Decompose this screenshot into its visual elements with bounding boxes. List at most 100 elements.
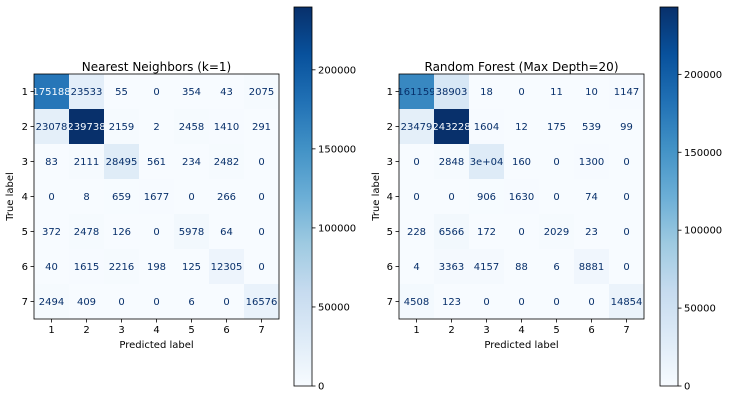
cell-value-label: 0 bbox=[258, 157, 264, 168]
heatmap-cell bbox=[504, 109, 539, 144]
cell-value-label: 1147 bbox=[614, 87, 639, 98]
cell-value-label: 6 bbox=[553, 262, 559, 273]
heatmap-cell bbox=[434, 214, 469, 249]
heatmap-cell bbox=[69, 214, 104, 249]
heatmap-cell bbox=[539, 144, 574, 179]
cell-value-label: 906 bbox=[477, 192, 496, 203]
heatmap-cell bbox=[209, 249, 244, 284]
x-tick-label: 7 bbox=[258, 325, 264, 336]
cell-value-label: 123 bbox=[442, 297, 461, 308]
cell-value-label: 6566 bbox=[439, 227, 464, 238]
heatmap-cell bbox=[469, 214, 504, 249]
heatmap-cell bbox=[174, 109, 209, 144]
heatmap-cell bbox=[399, 179, 434, 214]
cell-value-label: 0 bbox=[153, 87, 159, 98]
heatmap-cell bbox=[504, 179, 539, 214]
heatmap-cell bbox=[209, 214, 244, 249]
x-tick-label: 3 bbox=[118, 325, 124, 336]
heatmap-cell bbox=[504, 249, 539, 284]
heatmap-cell bbox=[174, 214, 209, 249]
x-tick-label: 2 bbox=[448, 325, 454, 336]
cell-value-label: 2482 bbox=[214, 157, 239, 168]
heatmap-cell bbox=[434, 249, 469, 284]
cell-value-label: 28495 bbox=[106, 157, 138, 168]
x-axis-label: Predicted label bbox=[119, 340, 193, 351]
heatmap-cell bbox=[244, 74, 279, 109]
cell-value-label: 16576 bbox=[246, 297, 278, 308]
y-axis-label: True label bbox=[371, 172, 382, 222]
cell-value-label: 266 bbox=[217, 192, 236, 203]
y-tick-label: 7 bbox=[22, 297, 28, 308]
cell-value-label: 228 bbox=[407, 227, 426, 238]
cell-value-label: 12305 bbox=[211, 262, 243, 273]
colorbar-tick-label: 0 bbox=[318, 382, 324, 393]
cell-value-label: 0 bbox=[48, 192, 54, 203]
heatmap-cell bbox=[469, 179, 504, 214]
cell-value-label: 0 bbox=[553, 192, 559, 203]
colorbar-tick-label: 0 bbox=[684, 382, 690, 393]
cell-value-label: 1615 bbox=[74, 262, 99, 273]
cell-value-label: 12 bbox=[515, 122, 528, 133]
colorbar-tick-label: 200000 bbox=[318, 65, 356, 76]
colorbar-tick-label: 50000 bbox=[684, 304, 716, 315]
heatmap-cell bbox=[244, 284, 279, 319]
heatmap-cell bbox=[244, 144, 279, 179]
panel-knn: Nearest Neighbors (k=1) 175188 23533 55 0 35… bbox=[5, 6, 356, 393]
cell-value-label: 8 bbox=[83, 192, 89, 203]
heatmap-cell bbox=[174, 144, 209, 179]
heatmap-cell bbox=[174, 179, 209, 214]
heatmap-cell bbox=[609, 109, 644, 144]
cell-value-label: 10 bbox=[585, 87, 598, 98]
cell-value-label: 23533 bbox=[71, 87, 103, 98]
heatmap-cell bbox=[469, 109, 504, 144]
heatmap-cell bbox=[539, 214, 574, 249]
heatmap-cell bbox=[104, 179, 139, 214]
cell-value-label: 291 bbox=[252, 122, 271, 133]
heatmap-cell bbox=[469, 144, 504, 179]
x-ticks: 1 2 3 4 5 6 7 bbox=[48, 319, 265, 336]
cell-value-label: 5978 bbox=[179, 227, 204, 238]
panel-title: Random Forest (Max Depth=20) bbox=[425, 60, 619, 74]
cell-value-label: 2029 bbox=[544, 227, 569, 238]
heatmap-cell bbox=[209, 284, 244, 319]
heatmap-cell bbox=[399, 74, 434, 109]
y-tick-label: 5 bbox=[387, 227, 393, 238]
heatmap-cell bbox=[434, 284, 469, 319]
cell-value-label: 539 bbox=[582, 122, 601, 133]
heatmap-cell bbox=[244, 109, 279, 144]
cell-value-label: 1677 bbox=[144, 192, 169, 203]
cell-value-label: 1300 bbox=[579, 157, 604, 168]
heatmap-cell bbox=[469, 74, 504, 109]
y-tick-label: 4 bbox=[22, 192, 28, 203]
cell-value-label: 23078 bbox=[36, 122, 68, 133]
cell-value-label: 64 bbox=[220, 227, 233, 238]
x-tick-label: 5 bbox=[188, 325, 194, 336]
colorbar-tick-label: 100000 bbox=[318, 223, 356, 234]
heatmap-cell bbox=[399, 249, 434, 284]
heatmap-cell bbox=[139, 144, 174, 179]
colorbar bbox=[659, 6, 679, 387]
panel-title: Nearest Neighbors (k=1) bbox=[82, 60, 231, 74]
heatmap-cell bbox=[209, 109, 244, 144]
y-tick-label: 3 bbox=[22, 157, 28, 168]
heatmap-cell bbox=[504, 284, 539, 319]
cell-value-label: 3363 bbox=[439, 262, 464, 273]
y-ticks: 1 2 3 4 5 6 7 bbox=[387, 87, 399, 308]
heatmap-cell bbox=[34, 144, 69, 179]
heatmap-cell bbox=[209, 179, 244, 214]
heatmap-cell bbox=[69, 109, 104, 144]
x-tick-label: 1 bbox=[413, 325, 419, 336]
cell-value-label: 2 bbox=[153, 122, 159, 133]
x-tick-label: 2 bbox=[83, 325, 89, 336]
cell-value-label: 3e+04 bbox=[470, 157, 504, 168]
x-ticks: 1 2 3 4 5 6 7 bbox=[413, 319, 630, 336]
x-tick-label: 6 bbox=[588, 325, 594, 336]
heatmap-cell bbox=[434, 109, 469, 144]
heatmap-cell bbox=[609, 284, 644, 319]
y-tick-label: 1 bbox=[387, 87, 393, 98]
heatmap-cell bbox=[209, 144, 244, 179]
cell-value-label: 234 bbox=[182, 157, 201, 168]
heatmap-cell bbox=[69, 284, 104, 319]
